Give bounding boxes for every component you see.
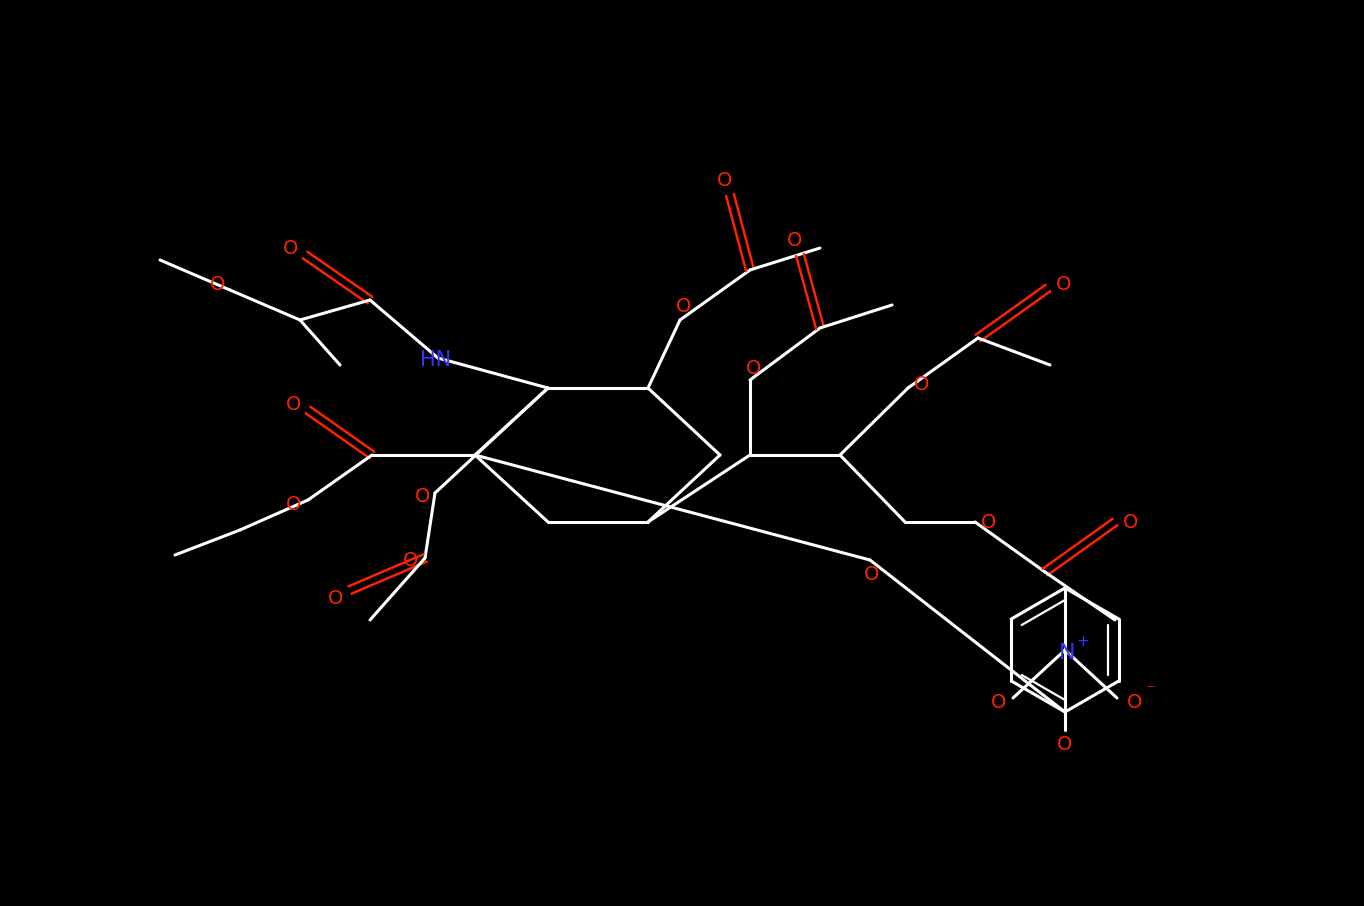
Text: O: O: [286, 396, 301, 415]
Text: O: O: [1127, 693, 1143, 712]
Text: O: O: [865, 564, 880, 583]
Text: HN: HN: [420, 350, 451, 370]
Text: O: O: [1057, 735, 1072, 754]
Text: ⁻: ⁻: [1147, 681, 1155, 699]
Text: O: O: [404, 552, 419, 571]
Text: O: O: [914, 375, 930, 394]
Text: O: O: [210, 275, 225, 294]
Text: O: O: [329, 589, 344, 608]
Text: O: O: [1056, 275, 1072, 294]
Text: O: O: [286, 496, 301, 515]
Text: O: O: [787, 232, 802, 250]
Text: O: O: [746, 359, 761, 378]
Text: O: O: [677, 296, 692, 315]
Text: O: O: [981, 513, 997, 532]
Text: O: O: [284, 239, 299, 258]
Text: O: O: [1124, 513, 1139, 532]
Text: O: O: [992, 693, 1007, 712]
Text: N: N: [1058, 643, 1075, 663]
Text: O: O: [717, 171, 732, 190]
Text: O: O: [415, 487, 431, 506]
Text: +: +: [1076, 634, 1090, 650]
